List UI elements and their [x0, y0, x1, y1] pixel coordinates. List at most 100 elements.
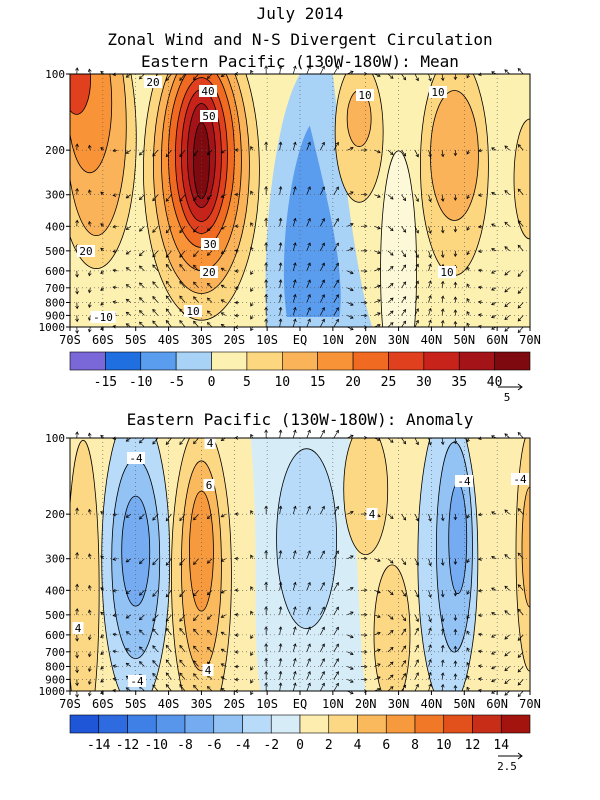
vector-arrow: [279, 429, 282, 439]
vector-arrow-head: [293, 505, 297, 510]
vector-arrow: [414, 684, 419, 692]
y-tick-label: 900: [45, 673, 65, 686]
colorbar-label: 0: [296, 738, 304, 753]
vector-arrow: [319, 643, 325, 652]
vector-arrow-head: [139, 661, 143, 665]
vector-arrow: [88, 666, 91, 672]
vector-arrow-head: [390, 515, 394, 519]
contour-label: -4: [455, 475, 473, 488]
colorbar-label: 10: [274, 375, 290, 390]
vector-arrow-head: [415, 254, 419, 259]
vector-arrow-head: [193, 628, 197, 633]
vector-arrow: [466, 323, 470, 328]
vector-arrow-head: [278, 581, 283, 586]
vector-arrow: [504, 270, 510, 276]
vector-arrow: [491, 302, 497, 305]
x-tick-label: 20S: [223, 697, 245, 711]
vector-arrow: [193, 226, 199, 233]
vector-arrow-head: [293, 606, 297, 610]
vector-arrow: [504, 221, 510, 227]
vector-arrow: [347, 555, 354, 560]
reference-arrow-head: [517, 383, 523, 391]
vector-arrow-head: [321, 643, 325, 648]
vector-arrow-head: [428, 263, 432, 268]
vector-arrow-head: [250, 586, 254, 590]
vector-arrow-head: [220, 513, 225, 518]
vector-arrow-head: [390, 196, 394, 200]
vector-arrow-head: [402, 516, 407, 521]
vector-arrow-head: [206, 151, 211, 156]
vector-arrow-head: [75, 551, 79, 556]
vector-arrow-head: [440, 254, 445, 258]
vector-arrow: [466, 437, 470, 442]
vector-arrow-head: [165, 308, 170, 312]
contour-label-bg: [438, 266, 456, 278]
vector-arrow-head: [293, 306, 297, 311]
vector-arrow-head: [377, 323, 381, 328]
vector-arrow-head: [179, 672, 183, 677]
vector-arrow-head: [350, 634, 354, 639]
vector-arrow-head: [402, 281, 407, 285]
vector-arrow-head: [139, 516, 143, 520]
colorbar-label: -4: [235, 738, 251, 753]
vector-arrow-head: [415, 618, 419, 623]
neg-south-6: [121, 496, 150, 607]
contour-label-bg: [429, 86, 447, 98]
vector-arrow: [387, 674, 394, 680]
contour: [70, 74, 137, 269]
vector-arrow-head: [264, 141, 268, 145]
contour-label-text: 4: [205, 664, 212, 677]
y-tick-label: 300: [45, 553, 65, 566]
vector-arrow-head: [87, 681, 92, 685]
vector-arrow: [88, 651, 91, 657]
contour-label-bg: [203, 479, 215, 491]
colorbar-swatch: [317, 351, 354, 371]
vector-arrow-head: [125, 559, 130, 563]
gridlines: [70, 74, 530, 327]
vector-arrow: [279, 186, 282, 195]
contour: [521, 486, 530, 608]
vector-arrow: [414, 558, 419, 566]
contour-label-bg: [455, 475, 473, 487]
vector-arrow: [319, 658, 325, 667]
vector-arrow: [517, 679, 524, 686]
vector-arrow-head: [307, 186, 311, 190]
vector-arrow-head: [87, 272, 92, 277]
vector-arrow-head: [278, 186, 283, 190]
vector-arrow: [491, 511, 497, 515]
colorbar-label: -5: [168, 375, 184, 390]
vector-arrow-head: [335, 658, 339, 662]
x-tick-label: 40N: [421, 697, 443, 711]
vector-arrow-head: [307, 279, 311, 283]
vector-arrow: [387, 297, 394, 303]
vector-arrow-head: [220, 312, 225, 316]
vector-arrow: [193, 194, 199, 201]
vector-arrow-head: [293, 581, 297, 586]
vector-arrow-head: [415, 280, 419, 285]
vector-arrow: [428, 644, 432, 652]
vector-arrow-head: [321, 279, 325, 284]
vector-arrow-head: [335, 606, 339, 611]
vector-arrow-head: [206, 75, 211, 79]
gridlines: [70, 438, 530, 691]
vector-arrow-head: [466, 266, 470, 271]
vector-arrow: [428, 250, 432, 258]
vector-arrow: [306, 671, 311, 680]
vector-arrow: [165, 226, 172, 234]
vector-arrow-head: [415, 308, 419, 312]
contour-label: 10: [438, 266, 456, 279]
vector-arrow-head: [250, 327, 254, 332]
vector-arrow: [139, 437, 145, 444]
vector-arrow-head: [125, 150, 130, 154]
vector-arrow-head: [491, 651, 495, 655]
vector-arrow-head: [402, 76, 407, 81]
vector-arrow: [152, 309, 159, 316]
vector-arrow: [428, 659, 432, 667]
vector-arrow-head: [390, 646, 394, 651]
vector-arrow: [179, 645, 186, 653]
vector-arrow: [387, 513, 394, 519]
vector-arrow: [333, 550, 339, 559]
vector-arrow: [139, 265, 145, 272]
vector-arrow: [441, 558, 444, 566]
vector-arrow-head: [466, 283, 470, 288]
